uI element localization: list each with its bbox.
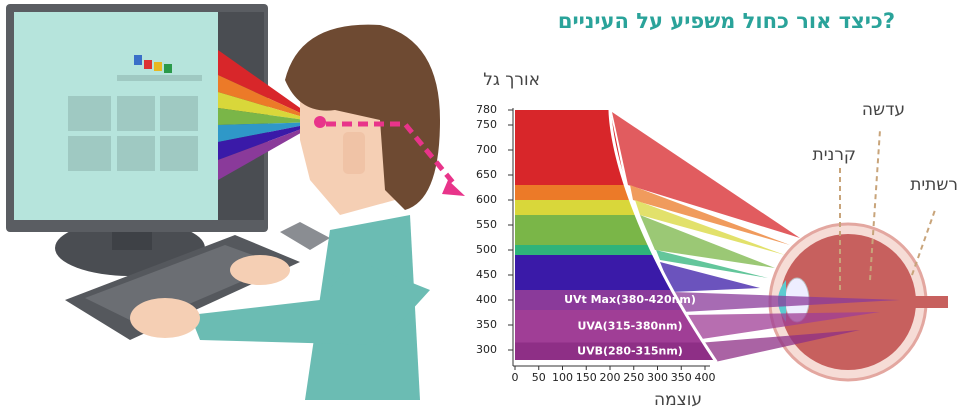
title: כיצד אור כחול משפיע על העיניים? — [558, 9, 895, 33]
y-tick-label: 350 — [476, 318, 497, 331]
x-tick-label: 200 — [600, 371, 621, 384]
y-tick-label: 600 — [476, 193, 497, 206]
y-tick-label: 500 — [476, 243, 497, 256]
spectrum-band — [515, 342, 715, 360]
x-tick-label: 350 — [671, 371, 692, 384]
spectrum-band — [515, 255, 673, 290]
spectrum-band — [515, 215, 650, 245]
y-tick-label: 450 — [476, 268, 497, 281]
y-tick-label: 780 — [476, 103, 497, 116]
band-label: UVA(315-380nm) — [577, 319, 682, 332]
spectrum-band — [515, 245, 654, 255]
retina-label: רשתית — [910, 175, 958, 195]
spectrum-band — [515, 290, 684, 310]
band-label: UVB(280-315nm) — [577, 344, 683, 357]
y-tick-label: 750 — [476, 118, 497, 131]
x-tick-label: 100 — [552, 371, 573, 384]
y-tick-label: 400 — [476, 293, 497, 306]
y-tick-label: 300 — [476, 343, 497, 356]
computer-illustration — [6, 4, 465, 400]
beams — [612, 112, 900, 362]
x-tick-label: 400 — [695, 371, 716, 384]
lens-label: עדשה — [862, 100, 905, 120]
x-tick-label: 150 — [576, 371, 597, 384]
spectrum-edge — [608, 109, 718, 363]
x-tick-label: 0 — [512, 371, 519, 384]
x-tick-label: 50 — [532, 371, 546, 384]
x-tick-label: 300 — [647, 371, 668, 384]
band-label: UVt Max(380-420nm) — [564, 293, 696, 306]
y-tick-label: 550 — [476, 218, 497, 231]
cornea-label: קרנית — [813, 145, 856, 165]
spectrum-band — [515, 200, 637, 215]
x-axis-label: עוצמה — [654, 390, 702, 410]
y-axis-label: אורך גל — [483, 70, 540, 90]
y-tick-label: 650 — [476, 168, 497, 181]
x-tick-label: 250 — [623, 371, 644, 384]
spectrum-band — [515, 110, 626, 185]
spectrum-band — [515, 185, 631, 200]
spectrum-chart: UVt Max(380-420nm) UVA(315-380nm) UVB(280-… — [476, 103, 718, 384]
spectrum-band — [515, 310, 704, 343]
y-tick-label: 700 — [476, 143, 497, 156]
